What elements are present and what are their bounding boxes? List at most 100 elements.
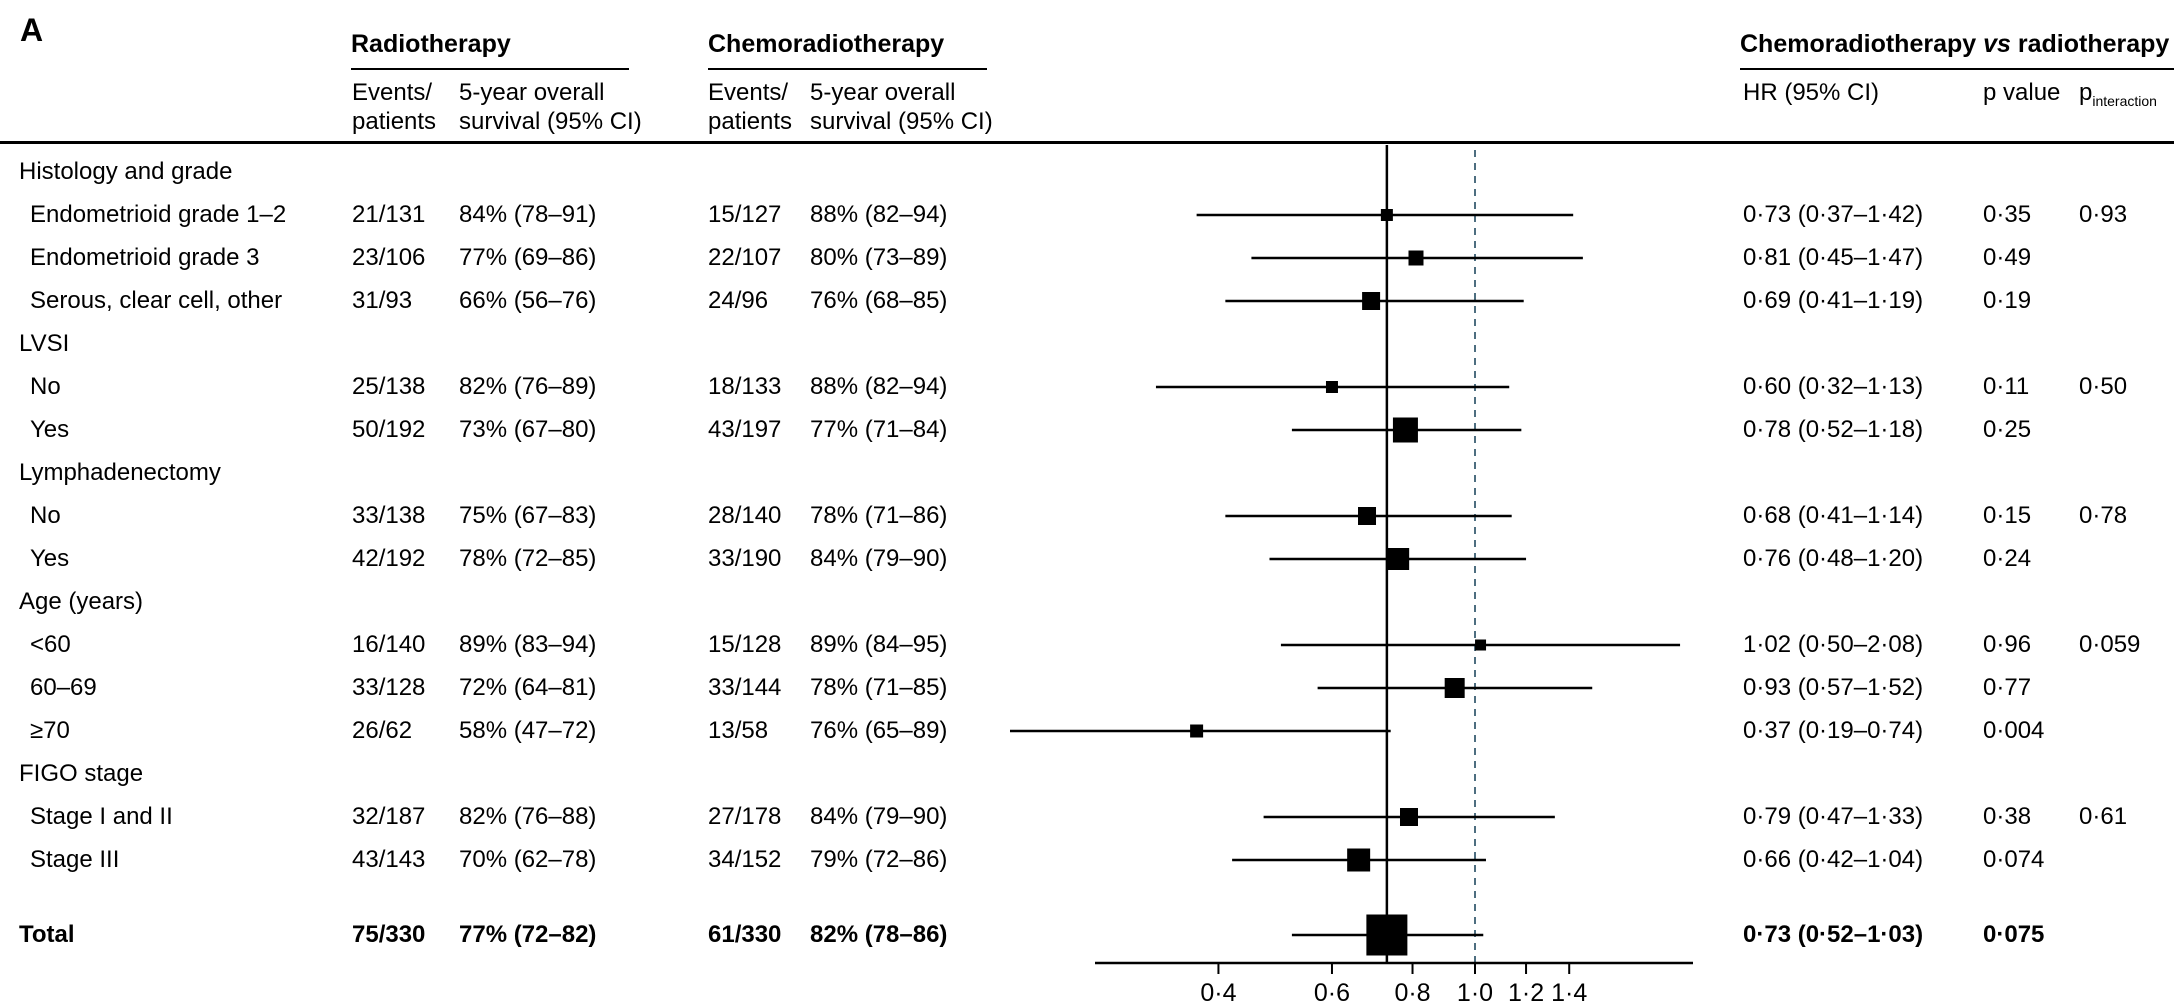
x-axis-tick-label: 0·6	[1314, 979, 1350, 1007]
comparison-title-vs: vs	[1983, 30, 2011, 58]
row-label: Yes	[30, 416, 70, 443]
rt-events-cell: 33/128	[352, 674, 426, 701]
p-interaction-cell: 0·059	[2079, 631, 2141, 658]
p-interaction-subscript: interaction	[2092, 92, 2157, 109]
crt-events-cell: 27/178	[708, 803, 782, 830]
hr-square	[1325, 381, 1338, 393]
rt-survival-cell: 66% (56–76)	[459, 287, 597, 314]
row-label: Stage I and II	[30, 803, 173, 830]
rt-events-cell: 31/93	[352, 287, 413, 314]
row-label: Yes	[30, 545, 70, 572]
rt-survival-cell: 89% (83–94)	[459, 631, 597, 658]
p-value-cell: 0·15	[1983, 502, 2032, 529]
comparison-title-suffix: radiotherapy	[2010, 30, 2170, 58]
hr-ci-cell: 1·02 (0·50–2·08)	[1743, 631, 1924, 658]
hr-square	[1366, 914, 1408, 956]
hr-square	[1475, 639, 1487, 651]
crt-events-cell: 22/107	[708, 244, 782, 271]
crt-events-cell: 33/190	[708, 545, 782, 572]
p-interaction-cell: 0·50	[2079, 373, 2128, 400]
row-label: Histology and grade	[19, 158, 233, 185]
p-interaction-cell: 0·61	[2079, 803, 2128, 830]
hr-ci-cell: 0·73 (0·52–1·03)	[1743, 921, 1924, 948]
p-value-cell: 0·77	[1983, 674, 2032, 701]
p-interaction-column-header: pinteraction	[2079, 78, 2157, 116]
p-value-column-header: p value	[1983, 79, 2061, 106]
comparison-title-prefix: Chemoradiotherapy	[1740, 30, 1984, 58]
row-label: No	[30, 502, 61, 529]
hr-square	[1408, 250, 1424, 266]
hr-square	[1392, 417, 1418, 443]
rt-events-cell: 26/62	[352, 717, 413, 744]
crt-events-cell: 28/140	[708, 502, 782, 529]
rt-events-cell: 42/192	[352, 545, 426, 572]
hr-ci-cell: 0·79 (0·47–1·33)	[1743, 803, 1924, 830]
rt-survival-cell: 82% (76–89)	[459, 373, 597, 400]
p-value-cell: 0·19	[1983, 287, 2032, 314]
p-interaction-cell: 0·93	[2079, 201, 2128, 228]
hr-ci-cell: 0·81 (0·45–1·47)	[1743, 244, 1924, 271]
hr-square	[1387, 548, 1410, 570]
hr-square	[1358, 507, 1377, 525]
p-value-cell: 0·24	[1983, 545, 2032, 572]
crt-events-cell: 43/197	[708, 416, 782, 443]
row-label: FIGO stage	[19, 760, 144, 787]
rt-survival-cell: 70% (62–78)	[459, 846, 597, 873]
crt-survival-cell: 78% (71–85)	[810, 674, 948, 701]
crt-survival-cell: 78% (71–86)	[810, 502, 948, 529]
row-label: ≥70	[30, 717, 70, 744]
hr-square	[1380, 209, 1393, 221]
row-label: <60	[30, 631, 71, 658]
crt-survival-cell: 84% (79–90)	[810, 545, 948, 572]
rt-events-cell: 43/143	[352, 846, 426, 873]
radiotherapy-events-column-header: Events/ patients	[352, 79, 437, 135]
x-axis-tick-label: 1·2	[1508, 979, 1544, 1007]
x-axis-tick-label: 0·4	[1200, 979, 1236, 1007]
row-label: Endometrioid grade 1–2	[30, 201, 287, 228]
rt-survival-cell: 77% (72–82)	[459, 921, 597, 948]
crt-survival-cell: 76% (65–89)	[810, 717, 948, 744]
crt-events-cell: 13/58	[708, 717, 769, 744]
crt-survival-cell: 79% (72–86)	[810, 846, 948, 873]
crt-survival-cell: 80% (73–89)	[810, 244, 948, 271]
crt-events-cell: 61/330	[708, 921, 782, 948]
p-value-cell: 0·49	[1983, 244, 2032, 271]
row-label: Lymphadenectomy	[19, 459, 221, 486]
crt-events-cell: 15/127	[708, 201, 782, 228]
rt-survival-cell: 75% (67–83)	[459, 502, 597, 529]
chemoradiotherapy-survival-column-header: 5-year overall survival (95% CI)	[810, 79, 993, 135]
panel-label: A	[20, 12, 44, 48]
hr-ci-cell: 0·73 (0·37–1·42)	[1743, 201, 1924, 228]
row-label: LVSI	[19, 330, 70, 357]
hr-square	[1190, 724, 1204, 738]
row-label: Age (years)	[19, 588, 144, 615]
comparison-header: Chemoradiotherapy vs radiotherapy	[1740, 30, 2169, 59]
row-label: Serous, clear cell, other	[30, 287, 283, 314]
crt-survival-cell: 82% (78–86)	[810, 921, 948, 948]
rt-events-cell: 50/192	[352, 416, 426, 443]
rt-events-cell: 23/106	[352, 244, 426, 271]
crt-survival-cell: 77% (71–84)	[810, 416, 948, 443]
row-label: 60–69	[30, 674, 97, 701]
rt-survival-cell: 77% (69–86)	[459, 244, 597, 271]
rt-survival-cell: 73% (67–80)	[459, 416, 597, 443]
row-label: Total	[19, 921, 75, 948]
hr-ci-cell: 0·37 (0·19–0·74)	[1743, 717, 1924, 744]
rt-events-cell: 25/138	[352, 373, 426, 400]
hr-column-header: HR (95% CI)	[1743, 79, 1880, 106]
hr-square	[1444, 678, 1465, 698]
hr-ci-cell: 0·68 (0·41–1·14)	[1743, 502, 1924, 529]
hr-square	[1399, 808, 1418, 826]
p-value-cell: 0·11	[1983, 373, 2030, 400]
hr-ci-cell: 0·69 (0·41–1·19)	[1743, 287, 1924, 314]
hr-square	[1347, 848, 1371, 872]
rt-survival-cell: 84% (78–91)	[459, 201, 597, 228]
row-label: No	[30, 373, 61, 400]
chemoradiotherapy-header: Chemoradiotherapy	[708, 30, 945, 58]
comparison-underline	[1740, 68, 2174, 70]
x-axis-tick-label: 1·0	[1457, 979, 1493, 1007]
p-interaction-base: p	[2079, 79, 2093, 106]
chemoradiotherapy-underline	[708, 68, 987, 70]
hr-ci-cell: 0·76 (0·48–1·20)	[1743, 545, 1924, 572]
